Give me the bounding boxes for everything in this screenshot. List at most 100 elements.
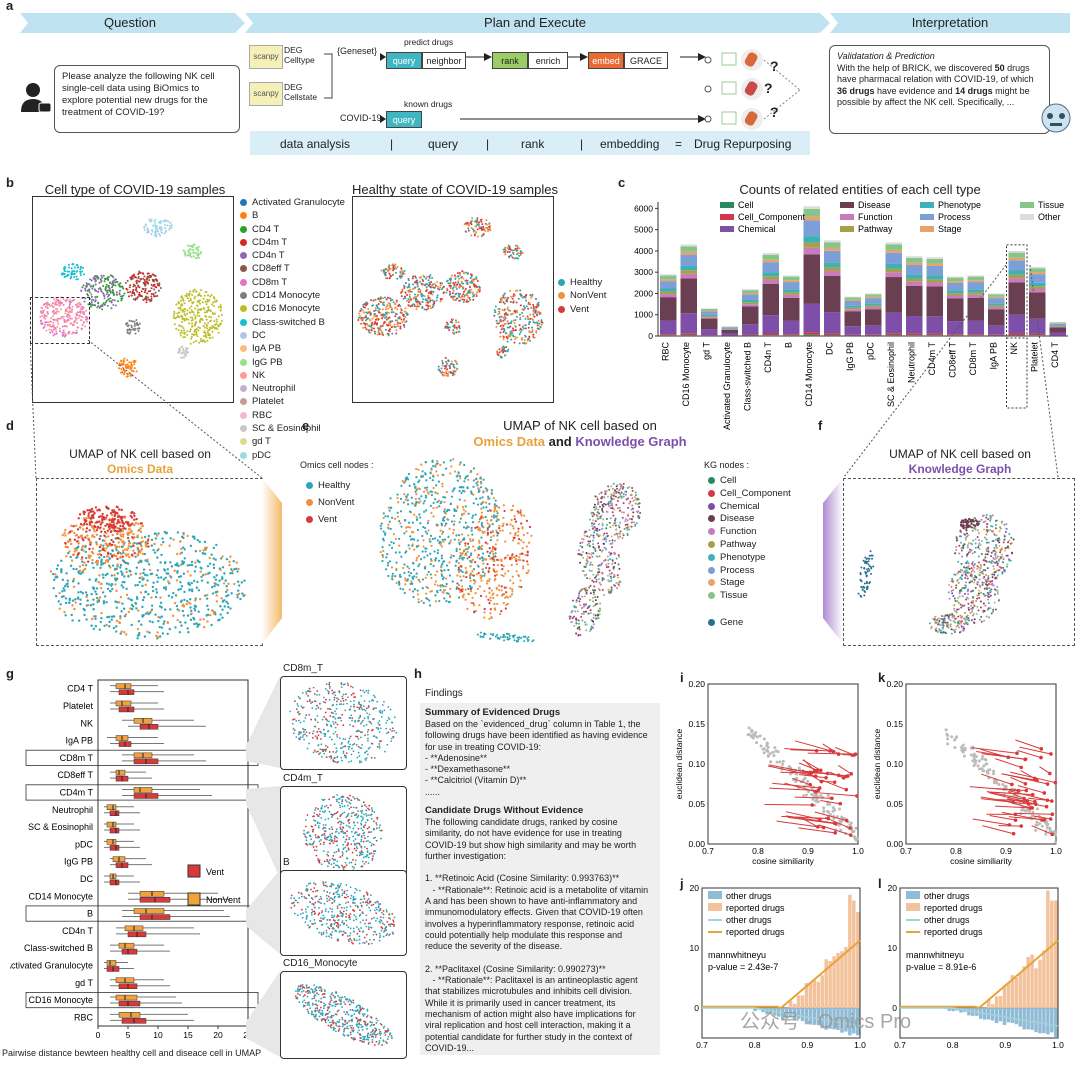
umap-point [395, 551, 397, 553]
panel-label-e: e [302, 418, 309, 433]
umap-point [466, 224, 468, 226]
umap-point [115, 590, 117, 592]
umap-point [415, 468, 417, 470]
umap-point [181, 295, 183, 297]
umap-point [522, 559, 524, 561]
umap-point [460, 565, 462, 567]
umap-point [127, 553, 129, 555]
umap-point [529, 340, 531, 342]
umap-point [100, 554, 102, 556]
umap-point [70, 543, 72, 545]
umap-point [441, 288, 443, 290]
umap-point [457, 471, 459, 473]
umap-point [447, 327, 449, 329]
umap-point [119, 632, 121, 634]
predict-drugs-label: predict drugs [404, 37, 453, 47]
umap-point [91, 534, 93, 536]
umap-point [239, 598, 241, 600]
umap-point [103, 549, 105, 551]
bar-segment [783, 280, 800, 282]
umap-point [180, 309, 182, 311]
umap-point [209, 557, 211, 559]
umap-point [131, 599, 133, 601]
umap-point [193, 311, 195, 313]
umap-point [194, 570, 196, 572]
state-legend-label: Healthy [570, 277, 602, 288]
umap-point [116, 530, 118, 532]
panel-label-c: c [618, 175, 625, 190]
umap-point [188, 300, 190, 302]
umap-point [160, 287, 162, 289]
umap-point [97, 302, 99, 304]
umap-point [105, 532, 107, 534]
umap-point [430, 535, 432, 537]
umap-point [136, 596, 138, 598]
umap-point [130, 524, 132, 526]
umap-point [159, 616, 161, 618]
umap-point [98, 600, 100, 602]
umap-point [143, 275, 145, 277]
umap-point [223, 572, 225, 574]
umap-point [212, 337, 214, 339]
umap-point [442, 591, 444, 593]
umap-point [450, 503, 452, 505]
umap-point [212, 313, 214, 315]
umap-point [514, 319, 516, 321]
umap-point [513, 249, 515, 251]
umap-point [458, 331, 460, 333]
umap-point [190, 298, 192, 300]
umap-point [77, 278, 79, 280]
celltype-legend-label: Activated Granulocyte [252, 197, 345, 208]
umap-point [365, 316, 367, 318]
umap-point [408, 544, 410, 546]
umap-point [507, 336, 509, 338]
umap-point [396, 278, 398, 280]
umap-point [138, 330, 140, 332]
umap-point [384, 317, 386, 319]
umap-point [155, 537, 157, 539]
umap-point [429, 472, 431, 474]
umap-point [482, 490, 484, 492]
umap-point [72, 599, 74, 601]
umap-point [100, 275, 102, 277]
umap-point [82, 267, 84, 269]
umap-point [164, 577, 166, 579]
umap-point [112, 299, 114, 301]
umap-point [127, 562, 129, 564]
umap-point [370, 325, 372, 327]
umap-point [462, 298, 464, 300]
umap-point [172, 592, 174, 594]
umap-point [144, 285, 146, 287]
umap-point [361, 317, 363, 319]
umap-point [368, 330, 370, 332]
umap-point [215, 579, 217, 581]
umap-point [472, 521, 474, 523]
umap-point [111, 556, 113, 558]
umap-point [474, 549, 476, 551]
umap-point [476, 573, 478, 575]
umap-point [516, 316, 518, 318]
umap-point [403, 572, 405, 574]
umap-point [418, 601, 420, 603]
umap-point [425, 283, 427, 285]
umap-point [428, 599, 430, 601]
umap-point [187, 319, 189, 321]
umap-point [406, 565, 408, 567]
umap-point [126, 571, 128, 573]
umap-point [108, 616, 110, 618]
umap-point [510, 338, 512, 340]
umap-point [208, 299, 210, 301]
umap-point [82, 569, 84, 571]
bar-segment [681, 333, 698, 335]
umap-point [441, 557, 443, 559]
bar-segment [742, 335, 759, 336]
umap-nk-omics [36, 478, 263, 646]
umap-point [207, 322, 209, 324]
umap-point [414, 286, 416, 288]
umap-point [140, 624, 142, 626]
umap-point [107, 305, 109, 307]
umap-point [62, 595, 64, 597]
umap-point [378, 330, 380, 332]
umap-point [493, 514, 495, 516]
umap-point [404, 583, 406, 585]
